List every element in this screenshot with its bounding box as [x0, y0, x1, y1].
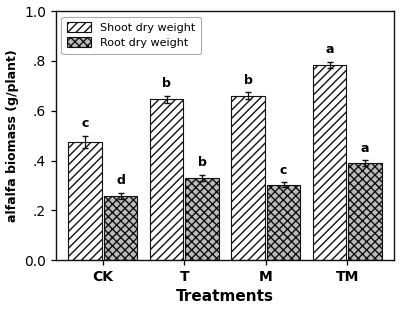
X-axis label: Treatments: Treatments [176, 290, 274, 304]
Text: d: d [116, 175, 125, 188]
Text: b: b [162, 77, 171, 90]
Text: b: b [244, 73, 252, 86]
Bar [150, 100, 183, 260]
Text: c: c [280, 164, 287, 177]
Text: b: b [198, 157, 206, 170]
Bar [313, 64, 346, 260]
Bar [104, 196, 137, 260]
Bar [232, 96, 265, 260]
Legend: Shoot dry weight, Root dry weight: Shoot dry weight, Root dry weight [61, 17, 201, 54]
Y-axis label: alfalfa biomass (g/plant): alfalfa biomass (g/plant) [6, 49, 18, 222]
Bar [267, 185, 300, 260]
Bar [186, 178, 219, 260]
Text: a: a [325, 43, 334, 56]
Text: c: c [82, 117, 89, 130]
Bar [68, 142, 102, 260]
Text: a: a [361, 142, 370, 155]
Bar [348, 163, 382, 260]
